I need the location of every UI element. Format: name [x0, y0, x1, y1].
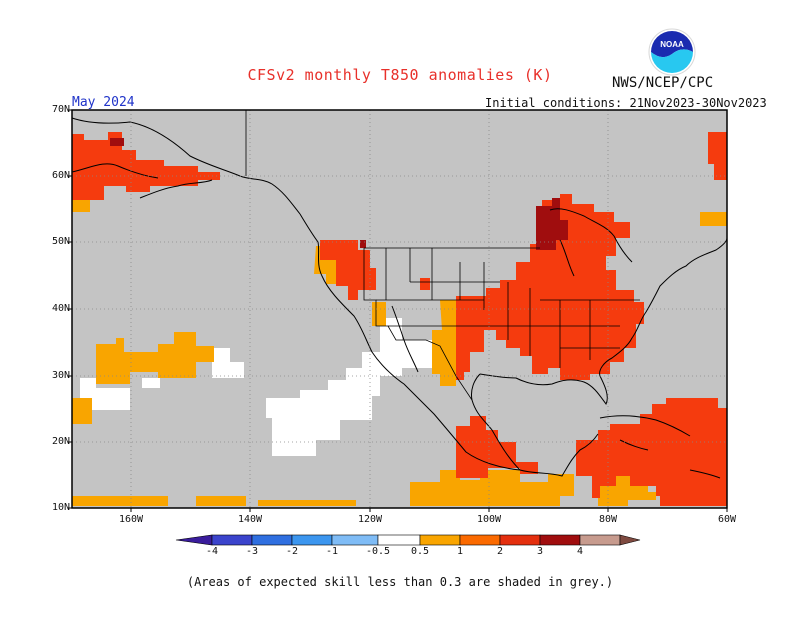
chart-title: CFSv2 monthly T850 anomalies (K): [247, 66, 553, 84]
neutral-anomaly-areas: [80, 318, 432, 456]
colorbar: [175, 534, 641, 546]
colorbar-tick: -1: [325, 546, 339, 557]
lon-label: 100W: [476, 514, 502, 525]
skill-note: (Areas of expected skill less than 0.3 a…: [186, 575, 614, 589]
strong-warm-anomaly-areas: [110, 138, 568, 250]
lon-label: 140W: [237, 514, 263, 525]
lat-label: 70N: [51, 104, 70, 115]
initial-conditions: Initial conditions: 21Nov2023-30Nov2023: [485, 96, 767, 110]
lat-label: 10N: [51, 502, 70, 513]
moderate-warm-anomaly-areas: [72, 132, 727, 506]
logo-text: NOAA: [660, 40, 684, 49]
political-borders: [245, 110, 640, 401]
colorbar-low-arrow: [175, 534, 213, 546]
lat-label: 30N: [51, 370, 70, 381]
colorbar-tick: 2: [496, 546, 504, 557]
colorbar-bin: [331, 534, 379, 546]
colorbar-bin: [579, 534, 621, 546]
forecast-month: May 2024: [72, 95, 135, 110]
colorbar-tick: -0.5: [365, 546, 391, 557]
noaa-logo: NOAA: [648, 28, 696, 76]
colorbar-tick: 1: [456, 546, 464, 557]
colorbar-bin: [539, 534, 581, 546]
colorbar-bin: [377, 534, 421, 546]
colorbar-bin: [419, 534, 461, 546]
lat-label: 60N: [51, 170, 70, 181]
organization-label: NWS/NCEP/CPC: [612, 75, 714, 91]
colorbar-tick: 0.5: [410, 546, 430, 557]
colorbar-bin: [499, 534, 541, 546]
lat-label: 50N: [51, 236, 70, 247]
colorbar-high-arrow: [619, 534, 641, 546]
axis-ticks: [68, 109, 728, 512]
lat-label: 40N: [51, 303, 70, 314]
colorbar-bin: [291, 534, 333, 546]
coastlines: [71, 117, 728, 479]
colorbar-tick: 4: [576, 546, 584, 557]
colorbar-tick: -2: [285, 546, 299, 557]
colorbar-bin: [459, 534, 501, 546]
colorbar-tick: 3: [536, 546, 544, 557]
lon-label: 160W: [118, 514, 144, 525]
colorbar-tick: -4: [205, 546, 219, 557]
colorbar-bin: [251, 534, 293, 546]
lon-label: 80W: [598, 514, 618, 525]
lon-label: 60W: [717, 514, 737, 525]
colorbar-tick: -3: [245, 546, 259, 557]
lon-label: 120W: [357, 514, 383, 525]
colorbar-bin: [211, 534, 253, 546]
lat-label: 20N: [51, 436, 70, 447]
